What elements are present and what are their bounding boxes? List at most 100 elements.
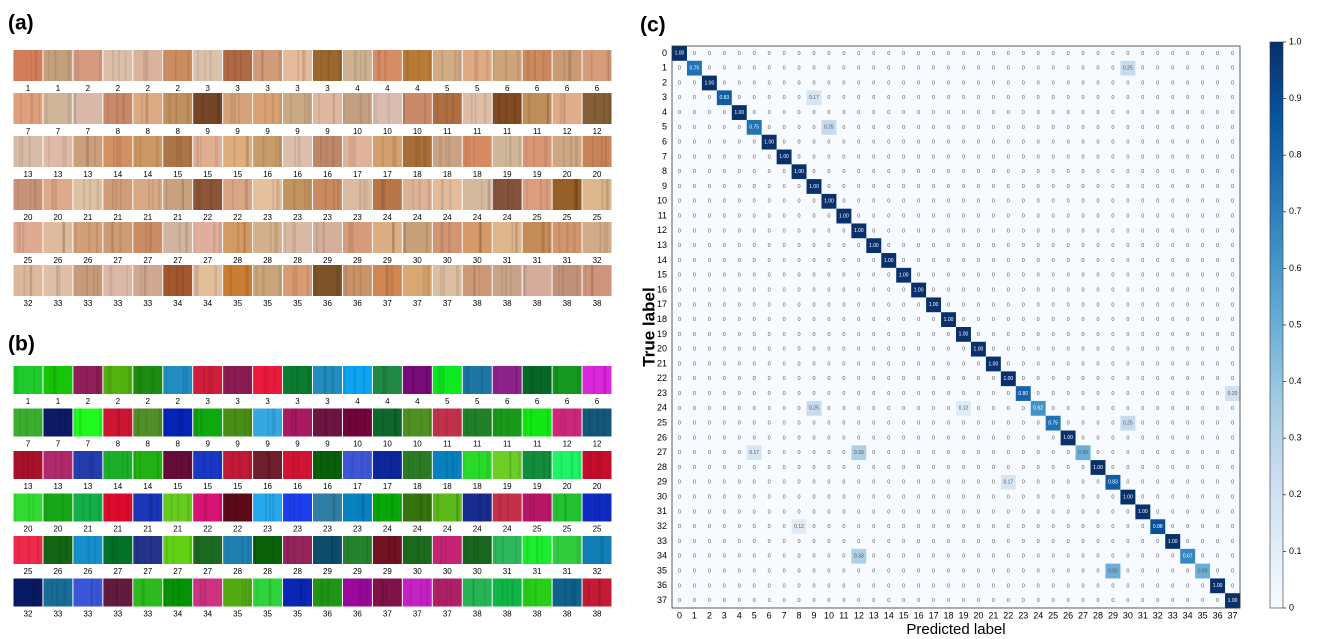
- image-texture: [107, 494, 110, 522]
- sample-label: 31: [503, 256, 512, 265]
- cell-label: 0: [1231, 302, 1234, 308]
- image-texture: [91, 579, 93, 607]
- cell-label: 0: [1096, 332, 1099, 338]
- image-texture: [61, 494, 63, 522]
- sample-label: 11: [473, 440, 482, 449]
- image-texture: [424, 136, 427, 167]
- cell-label: 0: [1156, 317, 1159, 323]
- cell-label: 0: [932, 287, 935, 293]
- cell-label: 0: [842, 332, 845, 338]
- x-tick-label: 26: [1063, 610, 1073, 620]
- image-texture: [115, 536, 117, 564]
- image-texture: [238, 93, 240, 124]
- image-texture: [427, 494, 430, 522]
- cell-label: 0: [1082, 302, 1085, 308]
- image-texture: [29, 136, 31, 167]
- image-texture: [488, 179, 489, 210]
- cell-label: 0: [962, 391, 965, 397]
- sample-label: 34: [173, 299, 182, 308]
- sample-image: [73, 409, 102, 437]
- cell-label: 0: [992, 51, 995, 57]
- cell-label: 0: [842, 110, 845, 116]
- image-texture: [415, 136, 417, 167]
- cell-label: 0: [1082, 214, 1085, 220]
- cell-label: 0: [887, 554, 890, 560]
- cell-label: 0: [1231, 287, 1234, 293]
- cell-label: 0: [1096, 539, 1099, 545]
- image-texture: [403, 93, 405, 124]
- cell-label: 0: [783, 228, 786, 234]
- cell-label: 0: [1022, 287, 1025, 293]
- cell-label: 0: [857, 66, 860, 72]
- cell-label: 0: [1126, 228, 1129, 234]
- cell-label: 0: [887, 154, 890, 160]
- sample-label: 13: [24, 170, 33, 179]
- cell-label: 0: [1186, 332, 1189, 338]
- cell-label: 0: [1216, 376, 1219, 382]
- cell-label: 0: [932, 80, 935, 86]
- sample-label: 36: [353, 610, 362, 619]
- cell-label: 0: [947, 154, 950, 160]
- sample-image: [43, 494, 72, 522]
- cell-label: 0: [753, 554, 756, 560]
- image-texture: [112, 179, 114, 210]
- cell-label: 0: [1171, 347, 1174, 353]
- cell-label: 0: [798, 125, 801, 131]
- image-texture: [527, 536, 528, 564]
- x-tick-label: 33: [1168, 610, 1178, 620]
- cell-label: 0.12: [959, 406, 969, 412]
- cell-label: 0: [1096, 450, 1099, 456]
- image-texture: [350, 136, 353, 167]
- cell-label: 0: [977, 51, 980, 57]
- cell-label: 0: [1111, 228, 1114, 234]
- image-texture: [126, 265, 128, 296]
- image-texture: [469, 136, 470, 167]
- cell-label: 0.25: [809, 406, 819, 412]
- image-texture: [406, 50, 409, 81]
- cell-label: 0: [932, 495, 935, 501]
- cell-label: 0: [738, 258, 741, 264]
- y-tick-label: 32: [657, 521, 667, 531]
- cell-label: 0: [678, 583, 681, 589]
- cell-label: 0: [1171, 80, 1174, 86]
- cell-label: 0: [992, 302, 995, 308]
- image-texture: [125, 50, 127, 81]
- cell-label: 0: [947, 199, 950, 205]
- sample-image: [433, 366, 462, 394]
- cell-label: 0: [723, 450, 726, 456]
- image-texture: [27, 451, 29, 479]
- sample-label: 38: [563, 610, 572, 619]
- cell-label: 0: [902, 554, 905, 560]
- cell-label: 0: [1201, 243, 1204, 249]
- cell-label: 0: [708, 199, 711, 205]
- image-texture: [484, 579, 485, 607]
- image-texture: [507, 579, 508, 607]
- cell-label: 0: [1022, 332, 1025, 338]
- sample-label: 37: [413, 299, 422, 308]
- sample-label: 38: [473, 610, 482, 619]
- cell-label: 0: [1052, 317, 1055, 323]
- cell-label: 0: [1186, 302, 1189, 308]
- sample-label: 25: [533, 525, 542, 534]
- cell-label: 0: [812, 583, 815, 589]
- cell-label: 0: [872, 110, 875, 116]
- cell-label: 0: [1171, 140, 1174, 146]
- image-texture: [304, 93, 306, 124]
- cell-label: 0: [827, 184, 830, 190]
- cell-label: 0: [1216, 169, 1219, 175]
- cell-label: 0: [783, 273, 786, 279]
- cell-label: 0: [1096, 568, 1099, 574]
- image-texture: [54, 366, 57, 394]
- cell-label: 0: [738, 406, 741, 412]
- x-tick-label: 12: [854, 610, 864, 620]
- cell-label: 0: [1186, 154, 1189, 160]
- cell-label: 0: [1037, 524, 1040, 530]
- cell-label: 0: [1141, 95, 1144, 101]
- cell-label: 0: [872, 125, 875, 131]
- cell-label: 0: [932, 391, 935, 397]
- cell-label: 0: [857, 80, 860, 86]
- sample-label: 21: [143, 525, 152, 534]
- cell-label: 0: [887, 598, 890, 604]
- cell-label: 0: [887, 391, 890, 397]
- cell-label: 0: [1037, 214, 1040, 220]
